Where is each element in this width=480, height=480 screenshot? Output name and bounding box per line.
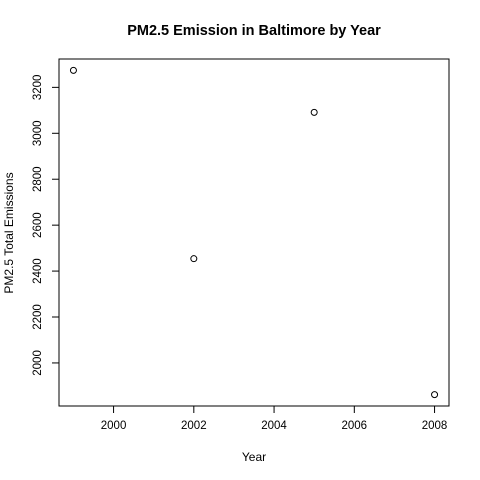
x-axis: 2000 2002 2004 2006 2008 — [101, 406, 448, 432]
y-tick-label: 3200 — [32, 75, 44, 101]
data-point — [431, 391, 439, 399]
data-point — [69, 66, 77, 74]
x-tick-label: 2008 — [422, 420, 448, 432]
y-tick-label: 2600 — [32, 212, 44, 238]
y-tick-label: 2400 — [32, 258, 44, 284]
y-tick-label: 2200 — [32, 304, 44, 330]
y-tick-label: 2800 — [32, 166, 44, 192]
x-tick-label: 2000 — [101, 420, 127, 432]
data-point — [310, 108, 318, 116]
y-axis: 2000 2200 2400 2600 2800 3000 3200 — [32, 75, 59, 376]
data-point — [190, 255, 198, 263]
y-axis-label: PM2.5 Total Emissions — [2, 172, 16, 293]
chart-title: PM2.5 Emission in Baltimore by Year — [127, 23, 381, 39]
y-tick-label: 3000 — [32, 120, 44, 146]
x-tick-label: 2002 — [181, 420, 207, 432]
x-tick-label: 2006 — [342, 420, 368, 432]
plot-frame — [58, 58, 450, 407]
data-points — [69, 66, 439, 399]
x-axis-label: Year — [242, 450, 266, 464]
x-tick-label: 2004 — [261, 420, 287, 432]
y-tick-label: 2000 — [32, 350, 44, 376]
